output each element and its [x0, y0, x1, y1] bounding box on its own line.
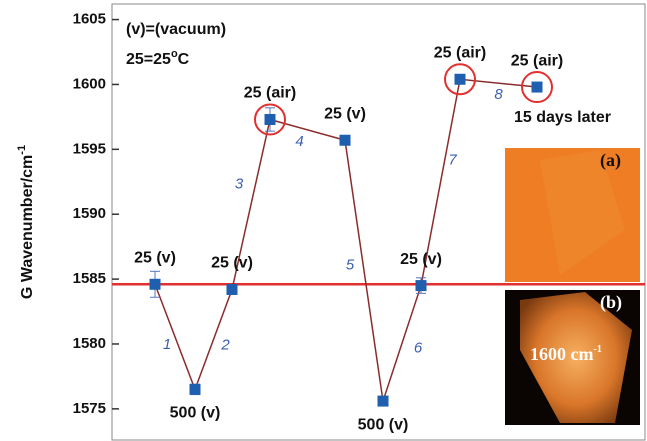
y-tick-label: 1600: [73, 75, 106, 92]
marker: [226, 283, 238, 295]
annotation: (v)=(vacuum): [126, 21, 226, 38]
step-label: 3: [235, 175, 244, 192]
y-tick-label: 1590: [73, 205, 106, 222]
y-tick-label: 1595: [73, 140, 106, 157]
marker: [149, 278, 161, 290]
point-label: 500 (v): [170, 405, 221, 422]
marker: [339, 134, 351, 146]
marker: [377, 395, 389, 407]
data-line: [154, 78, 538, 402]
step-label: 5: [346, 257, 355, 274]
point-label: 25 (air): [244, 85, 296, 102]
point-label: 500 (v): [358, 416, 409, 433]
point-label: 25 (air): [511, 52, 563, 69]
point-label: 25 (air): [434, 44, 486, 61]
inset-a-flake: [540, 150, 625, 275]
inset-b-caption: 1600 cm-1: [530, 344, 602, 364]
step-label: 4: [295, 133, 303, 150]
inset-b-caption-sup: -1: [593, 344, 601, 355]
plot-frame: [111, 3, 646, 441]
annotation: 25=25oC: [126, 48, 190, 68]
step-label: 6: [414, 339, 423, 356]
annotation-part: C: [178, 51, 190, 68]
y-tick-label: 1575: [73, 400, 106, 417]
step-label: 1: [163, 336, 171, 353]
step-label: 8: [494, 86, 503, 103]
point-label: 25 (v): [211, 255, 253, 272]
y-label-text: G Wavenumber/cm: [19, 155, 36, 299]
marker: [189, 383, 201, 395]
annotation-sup: o: [171, 48, 178, 60]
step-label: 2: [220, 336, 230, 353]
highlight-circle: [521, 71, 553, 104]
y-axis-label: G Wavenumber/cm-1: [16, 145, 36, 299]
point-label: 25 (v): [400, 251, 442, 268]
point-label: 25 (v): [324, 105, 366, 122]
annotation-part: 25=25: [126, 51, 171, 68]
inset-b-caption-text: 1600 cm: [530, 344, 593, 364]
point-label: 25 (v): [134, 250, 176, 267]
y-tick-label: 1605: [73, 11, 106, 28]
inset-a-label: (a): [600, 150, 621, 171]
highlight-circle: [444, 63, 476, 96]
marker: [264, 113, 276, 125]
inset-b-flake: [520, 292, 632, 423]
marker: [531, 81, 543, 93]
y-tick-label: 1585: [73, 270, 106, 287]
step-label: 7: [448, 151, 457, 168]
marker: [415, 280, 427, 292]
y-tick-label: 1580: [73, 335, 106, 352]
marker: [454, 73, 466, 85]
highlight-circle: [254, 103, 286, 136]
inset-b-label: (b): [600, 292, 622, 313]
y-label-sup: -1: [16, 145, 28, 155]
annotation: 15 days later: [514, 109, 611, 126]
